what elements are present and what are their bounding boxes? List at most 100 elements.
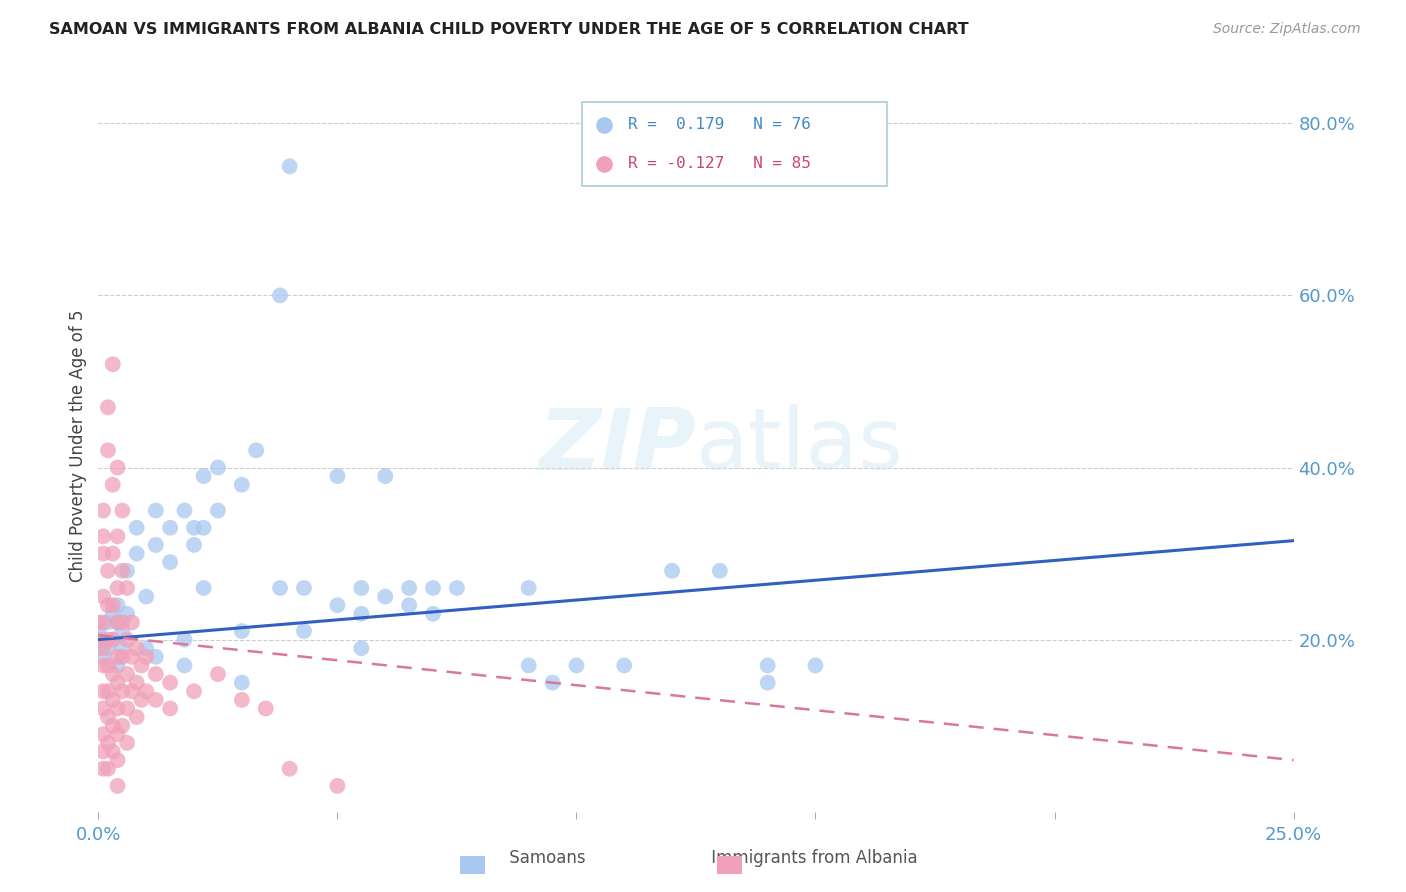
- Point: [115, 564, 138, 578]
- Point: [107, 529, 129, 543]
- Point: [709, 564, 731, 578]
- Point: [87, 624, 110, 638]
- Point: [91, 641, 114, 656]
- Point: [326, 598, 349, 612]
- Point: [97, 736, 120, 750]
- Point: [91, 762, 114, 776]
- Point: [101, 607, 124, 621]
- Point: [517, 581, 540, 595]
- Point: [91, 727, 114, 741]
- Point: [115, 607, 138, 621]
- Point: [107, 615, 129, 630]
- Point: [145, 538, 167, 552]
- Point: [115, 667, 138, 681]
- Point: [97, 401, 120, 415]
- Point: [565, 658, 588, 673]
- Point: [245, 443, 267, 458]
- Point: [278, 762, 301, 776]
- Point: [278, 159, 301, 173]
- Point: [101, 632, 124, 647]
- Point: [97, 684, 120, 698]
- Text: R =  0.179   N = 76: R = 0.179 N = 76: [628, 118, 811, 132]
- Point: [111, 649, 134, 664]
- Point: [398, 581, 420, 595]
- Point: [159, 675, 181, 690]
- Point: [756, 675, 779, 690]
- Point: [173, 503, 195, 517]
- Point: [121, 649, 143, 664]
- Point: [107, 658, 129, 673]
- Point: [111, 615, 134, 630]
- Point: [101, 598, 124, 612]
- Point: [107, 779, 129, 793]
- Point: [183, 538, 205, 552]
- Point: [125, 641, 148, 656]
- Point: [91, 590, 114, 604]
- Point: [91, 529, 114, 543]
- Point: [135, 641, 157, 656]
- Point: [254, 701, 277, 715]
- Point: [422, 581, 444, 595]
- Text: R = -0.127   N = 85: R = -0.127 N = 85: [628, 156, 811, 171]
- Point: [111, 719, 134, 733]
- Point: [193, 581, 215, 595]
- Point: [326, 469, 349, 483]
- Point: [111, 564, 134, 578]
- Point: [107, 460, 129, 475]
- Point: [97, 710, 120, 724]
- Point: [101, 547, 124, 561]
- Point: [661, 564, 683, 578]
- Point: [97, 632, 120, 647]
- Text: Samoans: Samoans: [484, 849, 585, 867]
- Point: [115, 581, 138, 595]
- Point: [183, 521, 205, 535]
- Point: [173, 658, 195, 673]
- Point: [207, 667, 229, 681]
- Point: [107, 598, 129, 612]
- Point: [101, 719, 124, 733]
- Point: [446, 581, 468, 595]
- Point: [101, 357, 124, 371]
- Point: [422, 607, 444, 621]
- Text: Source: ZipAtlas.com: Source: ZipAtlas.com: [1213, 22, 1361, 37]
- Point: [350, 641, 373, 656]
- Point: [135, 590, 157, 604]
- Point: [159, 555, 181, 569]
- Point: [107, 581, 129, 595]
- Point: [804, 658, 827, 673]
- Point: [111, 503, 134, 517]
- Point: [231, 624, 253, 638]
- Point: [207, 503, 229, 517]
- Point: [145, 649, 167, 664]
- Point: [131, 658, 153, 673]
- Point: [91, 684, 114, 698]
- Point: [91, 701, 114, 715]
- Point: [145, 503, 167, 517]
- Point: [193, 521, 215, 535]
- Point: [115, 701, 138, 715]
- Point: [159, 521, 181, 535]
- Point: [97, 615, 120, 630]
- Point: [374, 469, 396, 483]
- Y-axis label: Child Poverty Under the Age of 5: Child Poverty Under the Age of 5: [69, 310, 87, 582]
- Point: [107, 753, 129, 767]
- Point: [115, 736, 138, 750]
- Point: [87, 632, 110, 647]
- Point: [207, 460, 229, 475]
- Text: ZIP: ZIP: [538, 404, 696, 488]
- Point: [101, 477, 124, 491]
- Point: [87, 641, 110, 656]
- Point: [121, 684, 143, 698]
- Point: [350, 581, 373, 595]
- Point: [326, 779, 349, 793]
- Point: [131, 693, 153, 707]
- Point: [97, 641, 120, 656]
- Point: [107, 649, 129, 664]
- Point: [91, 649, 114, 664]
- Point: [107, 727, 129, 741]
- Point: [613, 658, 636, 673]
- Point: [292, 581, 315, 595]
- Point: [91, 658, 114, 673]
- Point: [107, 701, 129, 715]
- Point: [517, 658, 540, 673]
